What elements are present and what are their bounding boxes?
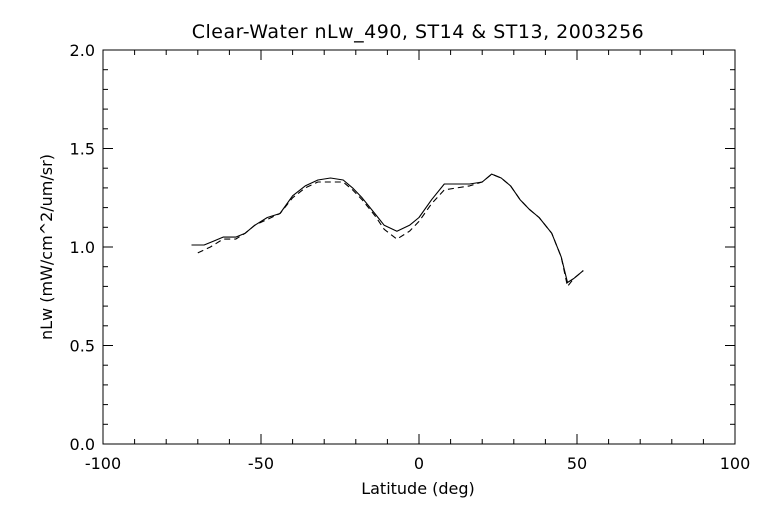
x-tick-label: -50 bbox=[248, 454, 274, 473]
y-tick-label: 1.5 bbox=[70, 140, 95, 159]
series-line-dashed bbox=[197, 173, 584, 287]
y-axis-label: nLw (mW/cm^2/um/sr) bbox=[37, 154, 56, 340]
chart-title: Clear-Water nLw_490, ST14 & ST13, 200325… bbox=[192, 21, 645, 43]
y-tick-label: 1.0 bbox=[70, 238, 95, 257]
x-tick-label: 100 bbox=[720, 454, 751, 473]
y-tick-label: 0.5 bbox=[70, 337, 95, 356]
x-tick-label: 0 bbox=[414, 454, 424, 473]
x-axis-label: Latitude (deg) bbox=[361, 479, 475, 498]
x-tick-label: 50 bbox=[567, 454, 587, 473]
plot-frame bbox=[102, 49, 736, 445]
tick-marks bbox=[102, 49, 736, 445]
y-tick-label: 0.0 bbox=[70, 435, 95, 454]
tick-labels: -100 -50 0 50 100 0.0 0.5 1.0 1.5 2.0 bbox=[70, 41, 751, 473]
series-lines bbox=[191, 173, 584, 287]
y-tick-label: 2.0 bbox=[70, 41, 95, 60]
x-tick-label: -100 bbox=[85, 454, 121, 473]
